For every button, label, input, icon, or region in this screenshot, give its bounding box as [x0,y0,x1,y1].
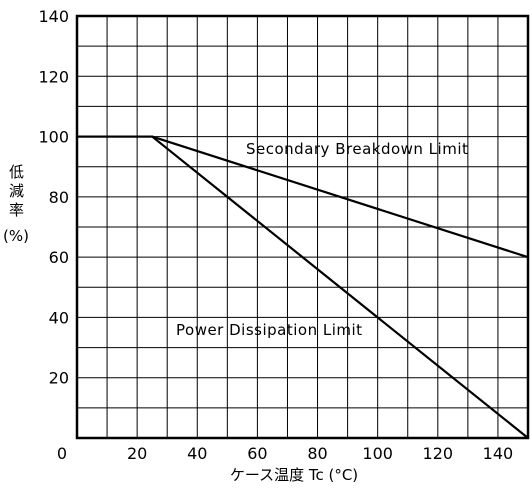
y-tick-label: 80 [49,188,69,207]
series-lines [77,135,529,439]
grid-lines [77,16,528,438]
y-tick-label: 100 [38,128,69,147]
annotation-power-dissipation-limit: Power Dissipation Limit [176,321,363,339]
x-tick-label: 40 [187,444,207,463]
y-axis-label: 低 減 率 (%) [3,163,29,245]
y-tick-label: 40 [49,308,69,327]
annotation-secondary-breakdown-limit: Secondary Breakdown Limit [246,140,468,158]
x-tick-label: 20 [127,444,147,463]
series-line-power-dissipation-limit [77,135,529,439]
y-axis-label-char-2: 減 [9,182,24,200]
axes [75,14,530,440]
y-tick-label: 120 [38,67,69,86]
plot-frame [75,14,530,440]
y-tick-label: 20 [49,369,69,388]
x-tick-labels: 0 20 40 60 80 100 120 140 [57,444,513,463]
y-axis-label-char-3: 率 [9,201,24,219]
y-axis-label-unit: (%) [3,227,29,245]
x-tick-label: 60 [247,444,267,463]
x-tick-label: 120 [423,444,454,463]
y-axis-label-char-1: 低 [9,163,24,181]
x-tick-label: 140 [483,444,514,463]
x-axis-label: ケース温度 Tc (°C) [230,466,358,484]
x-tick-label: 80 [307,444,327,463]
x-tick-label: 0 [57,444,67,463]
y-tick-labels: 20 40 60 80 100 120 140 [38,7,69,388]
y-tick-label: 60 [49,248,69,267]
y-tick-label: 140 [38,7,69,26]
x-tick-label: 100 [362,444,393,463]
